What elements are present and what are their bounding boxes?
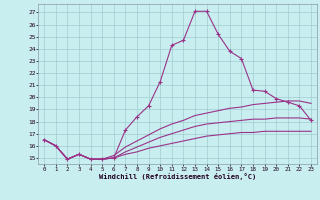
X-axis label: Windchill (Refroidissement éolien,°C): Windchill (Refroidissement éolien,°C) <box>99 173 256 180</box>
